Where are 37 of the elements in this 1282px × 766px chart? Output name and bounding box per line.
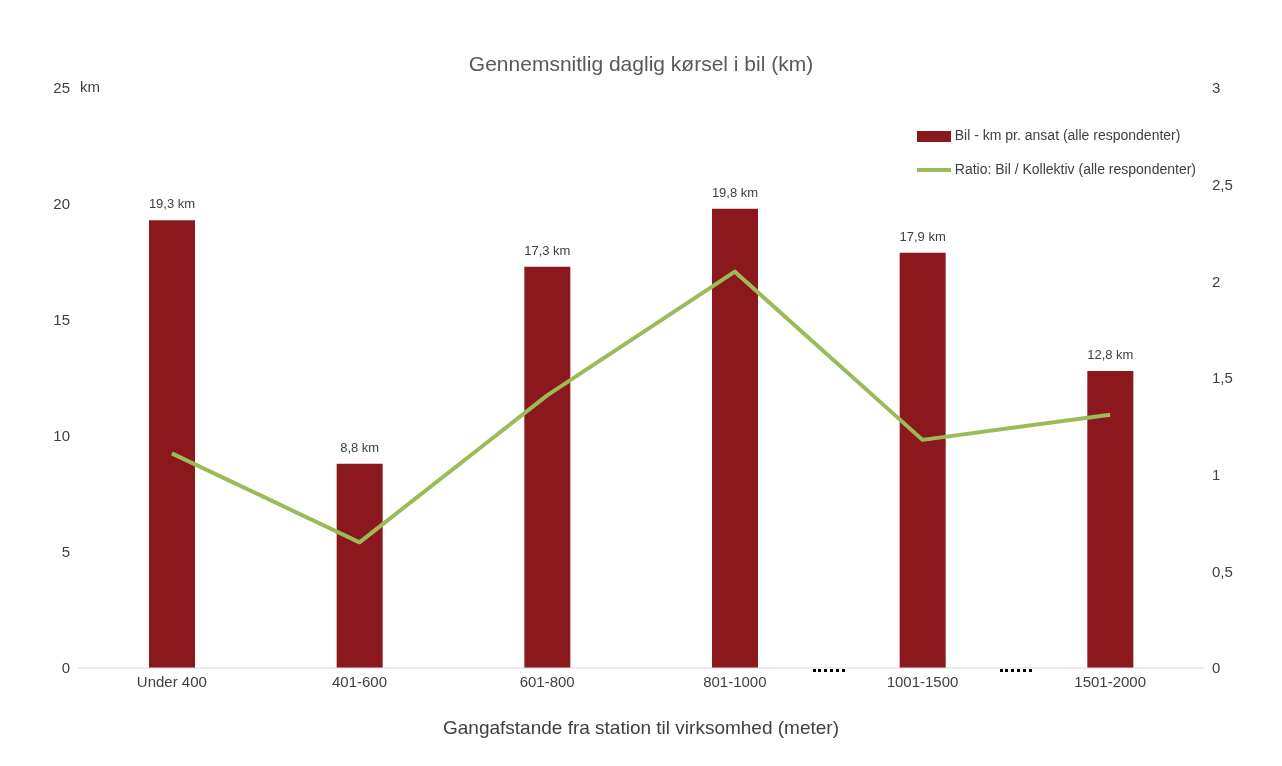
legend-label: Ratio: Bil / Kollektiv (alle respondenter) bbox=[954, 161, 1196, 177]
x-axis-title: Gangafstande fra station til virksomhed (meter) bbox=[442, 717, 840, 738]
y2-tick-label: 0,5 bbox=[1212, 562, 1233, 580]
bar bbox=[336, 463, 383, 668]
y-tick-label: 5 bbox=[61, 543, 70, 561]
y-tick-label: 25 bbox=[53, 79, 70, 97]
data-label: 19,8 km bbox=[711, 184, 759, 200]
y-tick-label: 20 bbox=[53, 195, 70, 213]
bar bbox=[524, 266, 571, 668]
y2-tick-label: 1,5 bbox=[1212, 369, 1233, 387]
x-tick-label: 601-800 bbox=[519, 672, 575, 690]
chart-title: Gennemsnitlig daglig kørsel i bil (km) bbox=[467, 52, 815, 76]
x-tick-label: 801-1000 bbox=[703, 672, 767, 690]
y2-tick-label: 2 bbox=[1212, 272, 1221, 290]
y-tick-label: 10 bbox=[53, 427, 70, 445]
x-tick-label: 1501-2000 bbox=[1074, 672, 1147, 690]
x-tick-label: Under 400 bbox=[136, 672, 207, 690]
y2-tick-label: 0 bbox=[1212, 659, 1221, 677]
bar bbox=[149, 220, 195, 668]
y2-tick-label: 2,5 bbox=[1212, 175, 1233, 193]
data-label: 17,3 km bbox=[524, 242, 571, 258]
x-tick-label: 401-600 bbox=[331, 672, 388, 690]
data-label: 8,8 km bbox=[340, 439, 380, 455]
x-tick-label: 1001-1500 bbox=[886, 672, 959, 690]
legend-label: Bil - km pr. ansat (alle respondenter) bbox=[954, 127, 1181, 143]
y-tick-label: 0 bbox=[61, 659, 70, 677]
y-axis-title: km bbox=[80, 78, 100, 95]
y2-tick-label: 3 bbox=[1212, 79, 1221, 97]
y2-tick-label: 1 bbox=[1212, 465, 1221, 483]
data-label: 19,3 km bbox=[148, 196, 196, 212]
data-label: 17,9 km bbox=[899, 228, 946, 244]
line-series bbox=[169, 269, 1113, 545]
bar bbox=[1087, 371, 1134, 668]
bar bbox=[899, 252, 946, 668]
bar bbox=[712, 208, 758, 668]
y-tick-label: 15 bbox=[53, 311, 70, 329]
data-label: 12,8 km bbox=[1087, 347, 1134, 363]
